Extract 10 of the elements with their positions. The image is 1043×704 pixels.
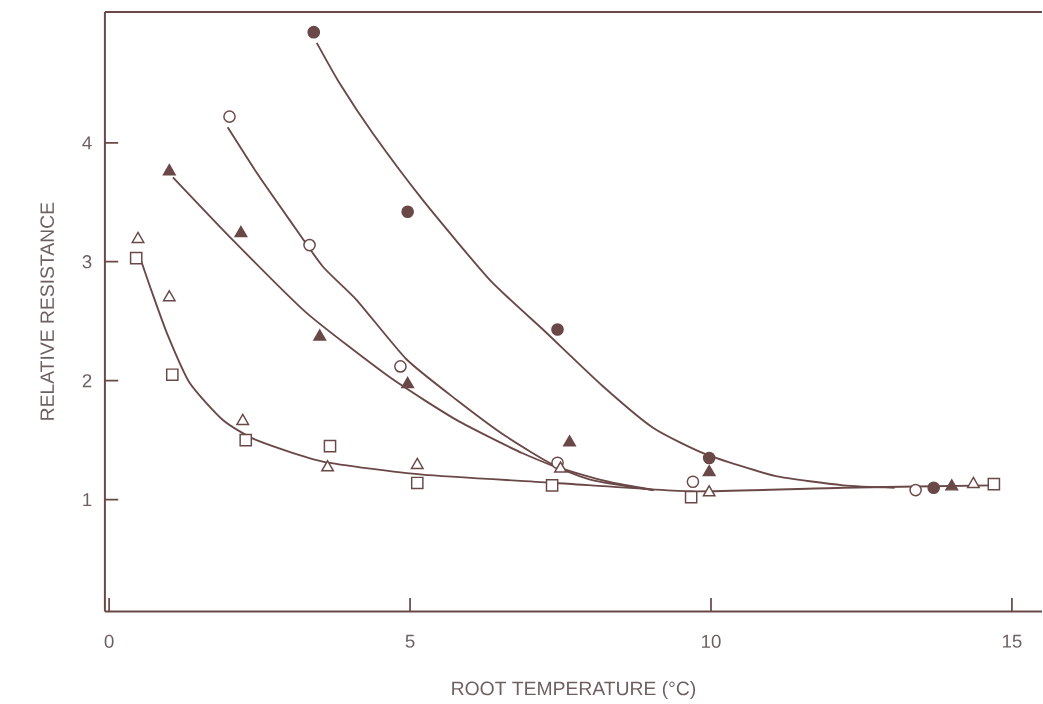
x-axis-title: ROOT TEMPERATURE (°C) — [452, 681, 696, 700]
x-tick-label: 15 — [1002, 635, 1022, 649]
y-tick-label: 1 — [83, 493, 92, 507]
y-tick-label: 2 — [82, 374, 92, 388]
y-axis-title: RELATIVE RESISTANCE — [40, 203, 55, 420]
x-tick-label: 10 — [702, 634, 721, 649]
y-tick-label: 3 — [82, 255, 92, 269]
y-tick-label: 4 — [82, 136, 92, 150]
x-tick-label: 5 — [405, 635, 415, 649]
x-tick-label: 0 — [104, 634, 114, 649]
